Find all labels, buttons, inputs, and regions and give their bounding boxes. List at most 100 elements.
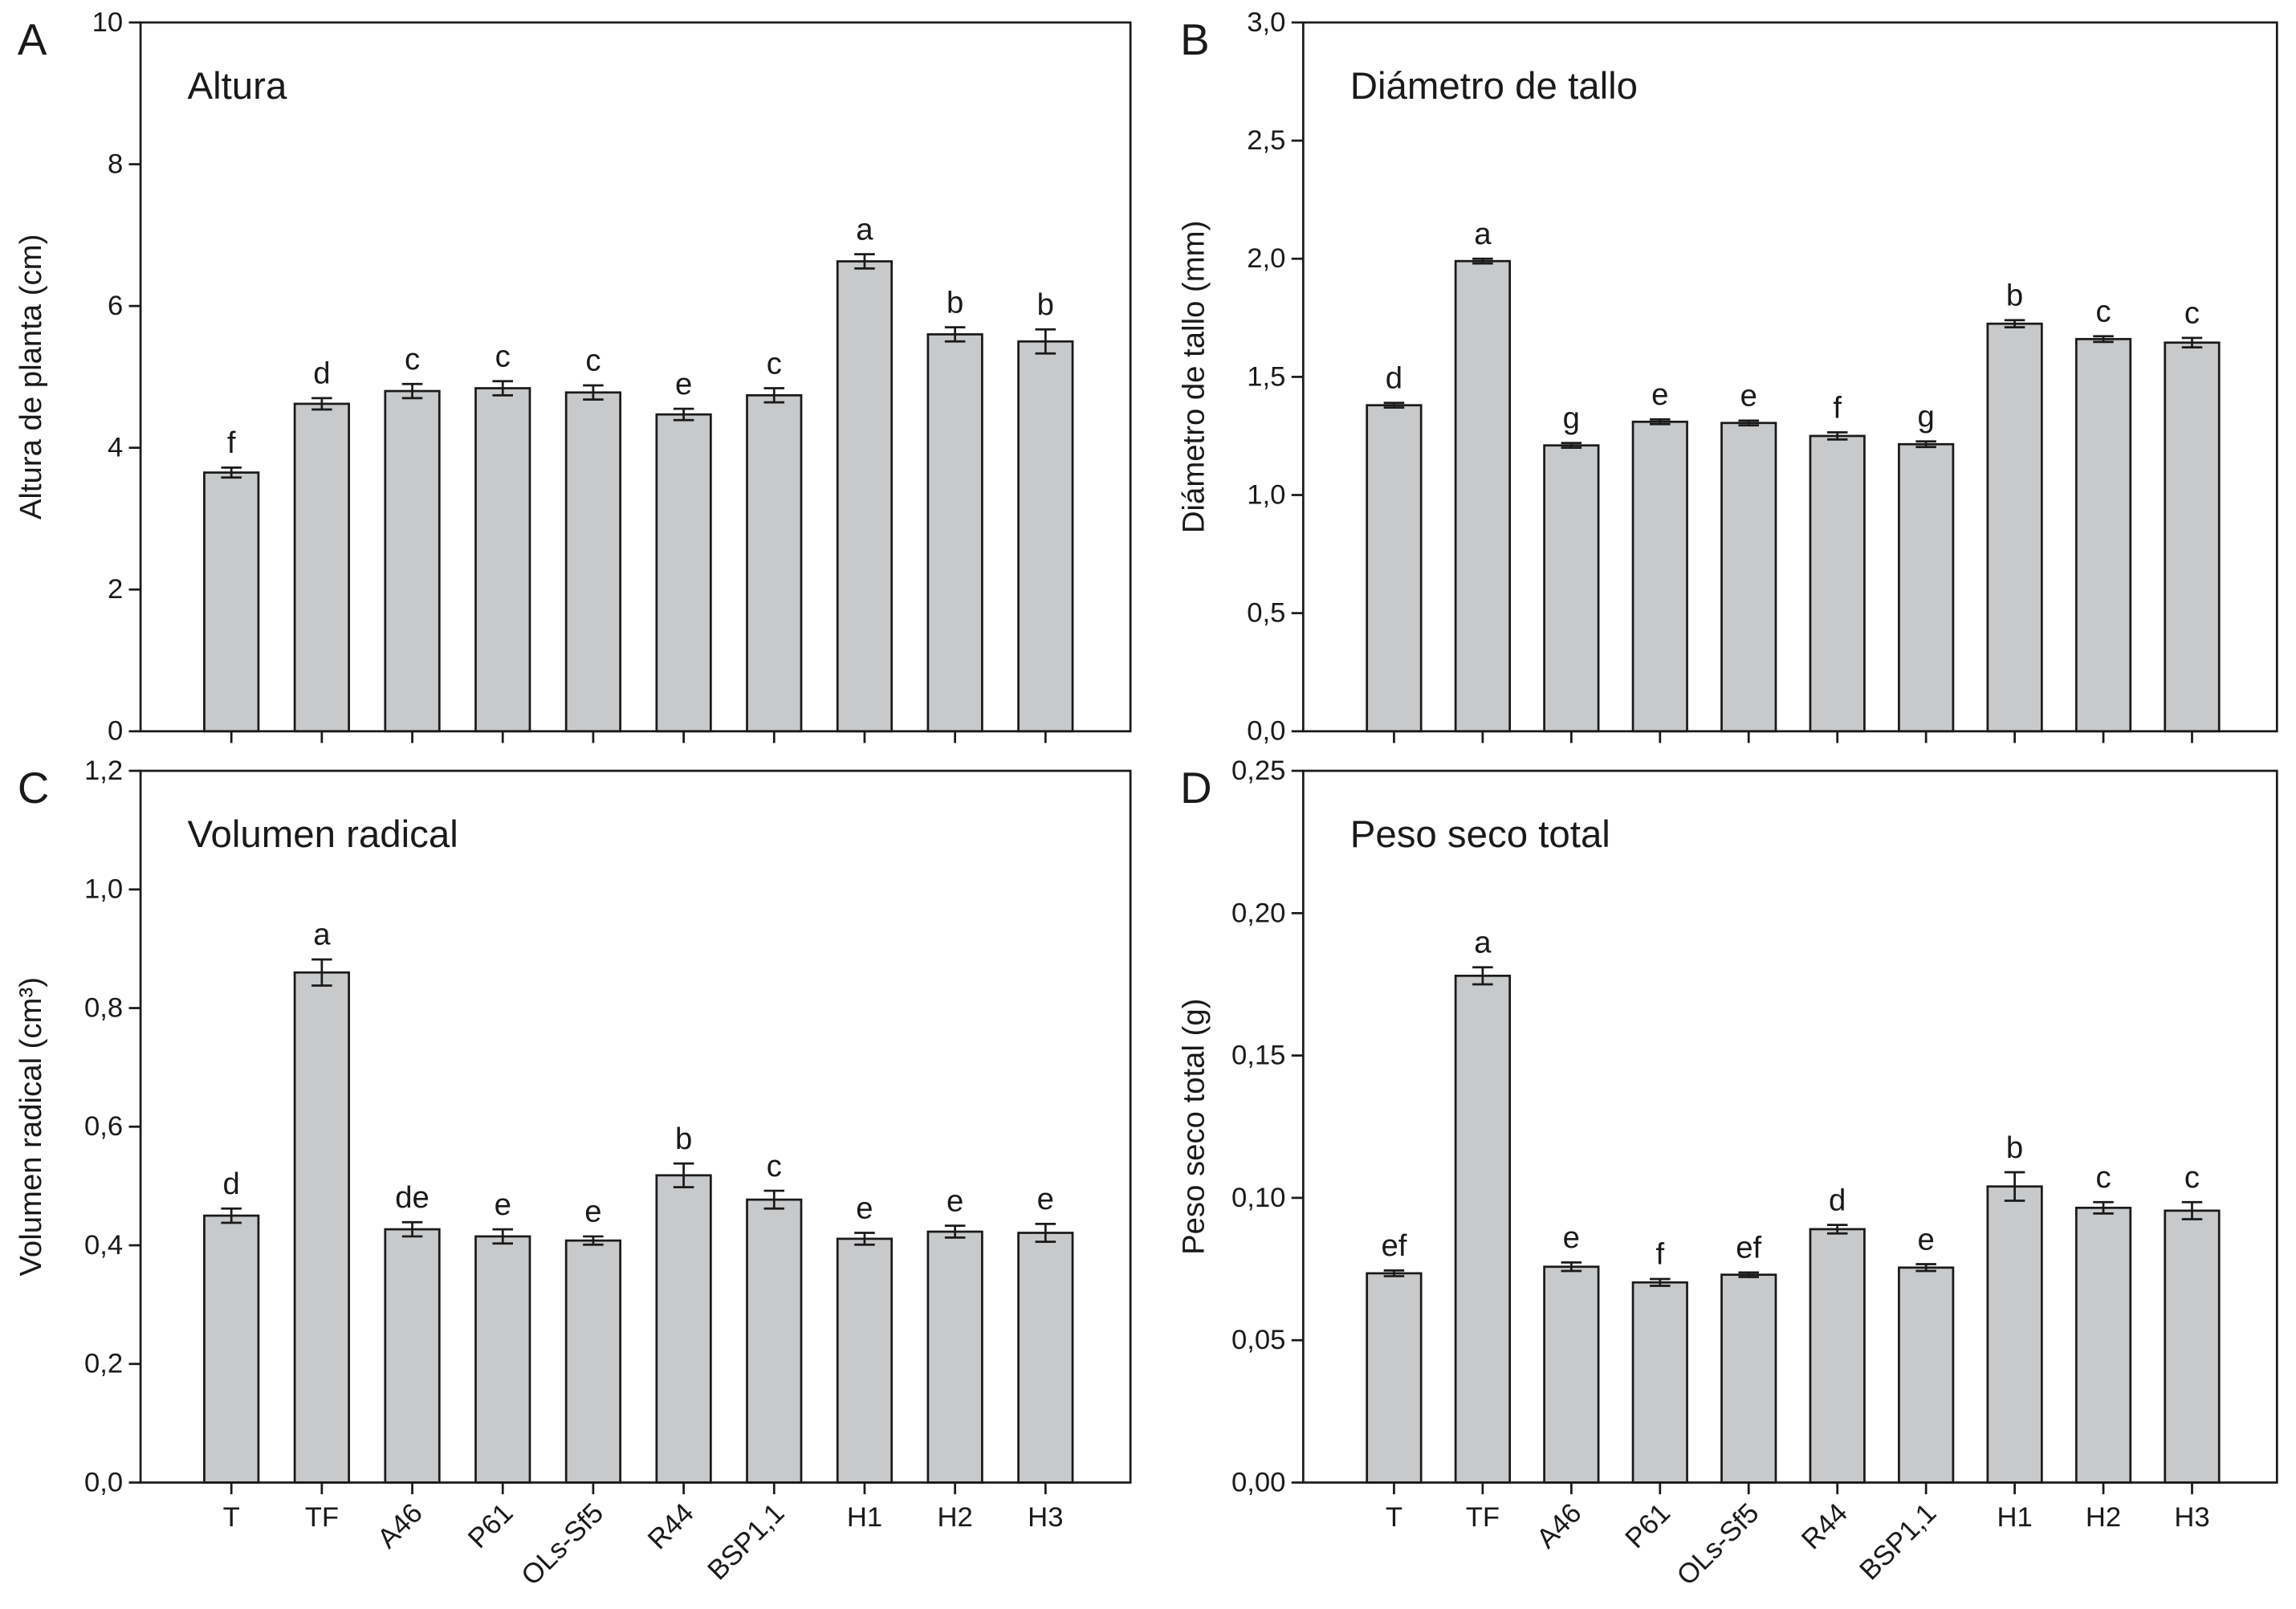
bar [203, 1214, 260, 1484]
y-axis-label: Diámetro de tallo (mm) [1176, 221, 1211, 533]
panel-letter: C [18, 763, 50, 813]
significance-letter: b [2006, 279, 2023, 313]
error-bar [1738, 419, 1760, 427]
bar [1631, 1281, 1688, 1484]
significance-letter: c [767, 346, 782, 381]
error-bar [763, 387, 785, 404]
significance-letter: ef [1381, 1228, 1407, 1263]
error-bar [1915, 1263, 1936, 1273]
x-tick-label: H2 [2086, 1502, 2121, 1533]
bar [1631, 420, 1688, 733]
x-tick-label: H1 [847, 1502, 882, 1533]
error-bar [583, 1235, 604, 1246]
error-bar [401, 1220, 423, 1238]
error-bar [401, 382, 423, 400]
x-tick-label: T [223, 1502, 240, 1533]
y-tick-label: 0,25 [1231, 756, 1285, 786]
bar [2164, 341, 2221, 733]
bar [564, 391, 622, 733]
significance-letter: e [495, 1187, 511, 1222]
y-tick-label: 0,00 [1231, 1467, 1285, 1497]
x-tick-label: H2 [937, 1502, 972, 1533]
error-bar [673, 1162, 694, 1188]
significance-letter: b [675, 1122, 692, 1156]
bar [1017, 340, 1074, 733]
panel-letter: A [18, 14, 47, 64]
bar [1898, 442, 1955, 733]
error-bar [492, 380, 514, 397]
significance-letter: e [1037, 1182, 1054, 1216]
significance-letter: b [1037, 287, 1054, 322]
bar [474, 387, 531, 733]
panel-letter: D [1180, 763, 1212, 813]
y-tick-label: 0,0 [84, 1467, 123, 1497]
panel-letter: B [1180, 14, 1210, 64]
error-bar [854, 253, 875, 270]
significance-letter: e [1740, 379, 1757, 413]
significance-letter: b [2006, 1130, 2023, 1165]
significance-letter: c [405, 342, 420, 377]
significance-letter: c [585, 344, 600, 378]
x-tick-label: A46 [1531, 1497, 1587, 1554]
error-bar [221, 1207, 242, 1224]
bar [836, 260, 894, 733]
bar [926, 1230, 983, 1484]
error-bar [1035, 328, 1056, 355]
significance-letter: e [584, 1195, 601, 1229]
significance-letter: e [1563, 1220, 1580, 1255]
bar [1986, 322, 2043, 733]
plot-frame [1301, 21, 2278, 733]
significance-letter: c [2184, 296, 2200, 331]
error-bar [2093, 335, 2114, 344]
bar [2074, 337, 2132, 733]
bar [655, 1174, 712, 1484]
bar [1454, 259, 1511, 733]
x-tick-label: BSP1,1 [1854, 1497, 1942, 1586]
bar [1898, 1266, 1955, 1484]
chart-title: Peso seco total [1350, 813, 1610, 856]
significance-letter: c [2184, 1160, 2200, 1195]
bar [1366, 404, 1423, 733]
significance-letter: c [495, 339, 511, 373]
y-axis-label: Peso seco total (g) [1176, 999, 1211, 1255]
y-tick-label: 1,2 [84, 756, 123, 786]
error-bar [2181, 336, 2203, 348]
error-bar [1826, 1224, 1848, 1235]
x-tick-label: TF [1466, 1502, 1500, 1533]
bar [1809, 434, 1866, 733]
significance-letter: a [1474, 217, 1492, 251]
plot-frame [139, 21, 1132, 733]
x-tick-label: T [1386, 1502, 1402, 1533]
bar [655, 413, 712, 733]
chart-title: Volumen radical [187, 813, 458, 856]
y-tick-label: 0,5 [1247, 598, 1285, 629]
error-bar [2093, 1200, 2114, 1215]
y-tick-label: 2,5 [1247, 125, 1285, 156]
error-bar [1383, 401, 1405, 409]
significance-letter: e [675, 367, 692, 401]
y-tick-label: 2,0 [1247, 243, 1285, 274]
significance-letter: a [1474, 925, 1492, 959]
error-bar [221, 466, 242, 479]
significance-letter: e [856, 1191, 873, 1225]
bar [926, 333, 983, 733]
significance-letter: g [1917, 399, 1934, 434]
significance-letter: e [946, 1183, 963, 1218]
error-bar [1561, 442, 1582, 450]
significance-letter: g [1563, 401, 1580, 436]
error-bar [1650, 418, 1671, 426]
error-bar [1826, 431, 1848, 441]
error-bar [1035, 1223, 1056, 1243]
y-tick-label: 10 [92, 7, 124, 38]
bar [384, 1228, 441, 1484]
y-tick-label: 1,0 [1247, 479, 1285, 510]
x-tick-label: R44 [642, 1497, 700, 1555]
y-tick-label: 0,4 [84, 1230, 123, 1261]
error-bar [944, 1224, 966, 1239]
significance-letter: f [1833, 390, 1842, 425]
y-axis-label: Altura de planta (cm) [14, 234, 48, 519]
y-tick-label: 0,05 [1231, 1325, 1285, 1355]
bar [474, 1235, 531, 1484]
significance-letter: c [2095, 1160, 2111, 1195]
x-tick-label: BSP1,1 [702, 1497, 791, 1586]
